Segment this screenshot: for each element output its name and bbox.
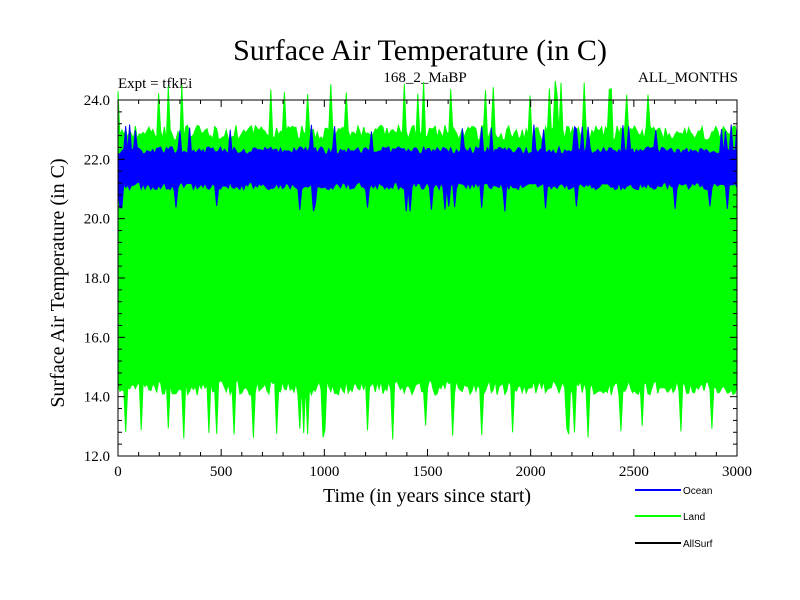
y-axis-title: Surface Air Temperature (in C) bbox=[47, 158, 69, 407]
period-label: 168_2_MaBP bbox=[383, 70, 466, 86]
y-tick-label: 24.0 bbox=[84, 93, 110, 109]
x-tick-label: 3000 bbox=[722, 464, 752, 480]
legend-label-land: Land bbox=[683, 512, 705, 523]
y-tick-label: 22.0 bbox=[84, 152, 110, 168]
y-tick-label: 12.0 bbox=[84, 449, 110, 465]
x-tick-label: 500 bbox=[210, 464, 233, 480]
x-tick-label: 2000 bbox=[516, 464, 546, 480]
plot-area bbox=[117, 80, 738, 457]
y-tick-label: 16.0 bbox=[84, 330, 110, 346]
months-label: ALL_MONTHS bbox=[638, 70, 738, 86]
series-land bbox=[117, 80, 738, 440]
legend-label-allsurf: AllSurf bbox=[683, 539, 713, 550]
x-tick-label: 0 bbox=[114, 464, 122, 480]
legend-label-ocean: Ocean bbox=[683, 486, 712, 497]
x-axis-title: Time (in years since start) bbox=[323, 485, 531, 507]
x-axis: 0 500 1000 1500 2000 2500 3000 bbox=[114, 100, 752, 480]
experiment-label: Expt = tfkEi bbox=[118, 76, 192, 92]
y-tick-label: 18.0 bbox=[84, 271, 110, 287]
legend: Ocean Land AllSurf bbox=[635, 486, 713, 550]
x-tick-label: 2500 bbox=[619, 464, 649, 480]
y-tick-label: 20.0 bbox=[84, 212, 110, 228]
chart-title: Surface Air Temperature (in C) bbox=[233, 34, 607, 67]
x-tick-label: 1000 bbox=[309, 464, 339, 480]
x-tick-label: 1500 bbox=[413, 464, 443, 480]
y-axis: 12.0 14.0 16.0 18.0 20.0 22.0 24.0 bbox=[84, 93, 737, 465]
y-tick-label: 14.0 bbox=[84, 390, 110, 406]
